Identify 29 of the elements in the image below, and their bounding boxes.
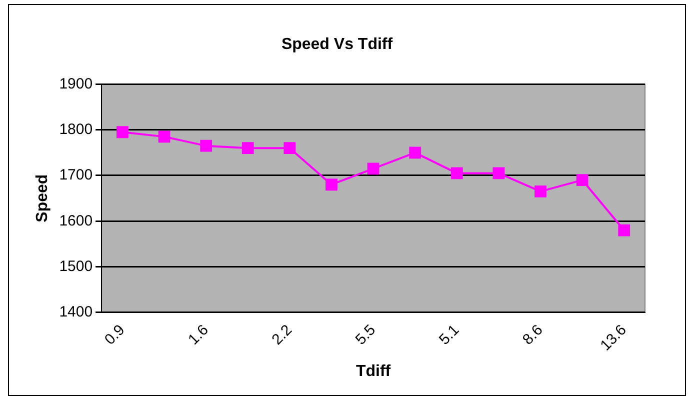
point — [284, 142, 296, 154]
x-tick-label: 1.6 — [185, 322, 212, 348]
y-tick-label: 1900 — [59, 75, 93, 92]
x-tick-label: 13.6 — [597, 322, 630, 354]
y-tick-label: 1400 — [59, 304, 93, 321]
point — [367, 162, 380, 175]
x-tick-label: 2.2 — [268, 322, 296, 348]
point — [326, 178, 338, 191]
point — [158, 130, 170, 143]
x-tick-label: 5.1 — [436, 322, 463, 348]
y-tick-label: 1600 — [59, 212, 93, 230]
point — [200, 140, 212, 152]
y-tick-label: 1700 — [59, 166, 93, 184]
y-tick-label: 1500 — [59, 258, 93, 275]
x-axis-title: Tdiff — [356, 362, 392, 380]
x-tick-label: 0.9 — [101, 322, 128, 348]
point — [618, 224, 630, 236]
x-tick-label: 8.6 — [519, 322, 546, 348]
point — [576, 174, 588, 186]
point — [534, 186, 546, 198]
y-axis-title: Speed — [34, 174, 52, 222]
point — [492, 167, 505, 180]
chart-title: Speed Vs Tdiff — [281, 36, 394, 54]
x-tick-label: 5.5 — [352, 322, 380, 348]
point — [409, 146, 422, 159]
point — [116, 126, 128, 138]
y-tick-label: 1800 — [59, 120, 93, 138]
point — [242, 142, 254, 154]
point — [450, 167, 463, 180]
